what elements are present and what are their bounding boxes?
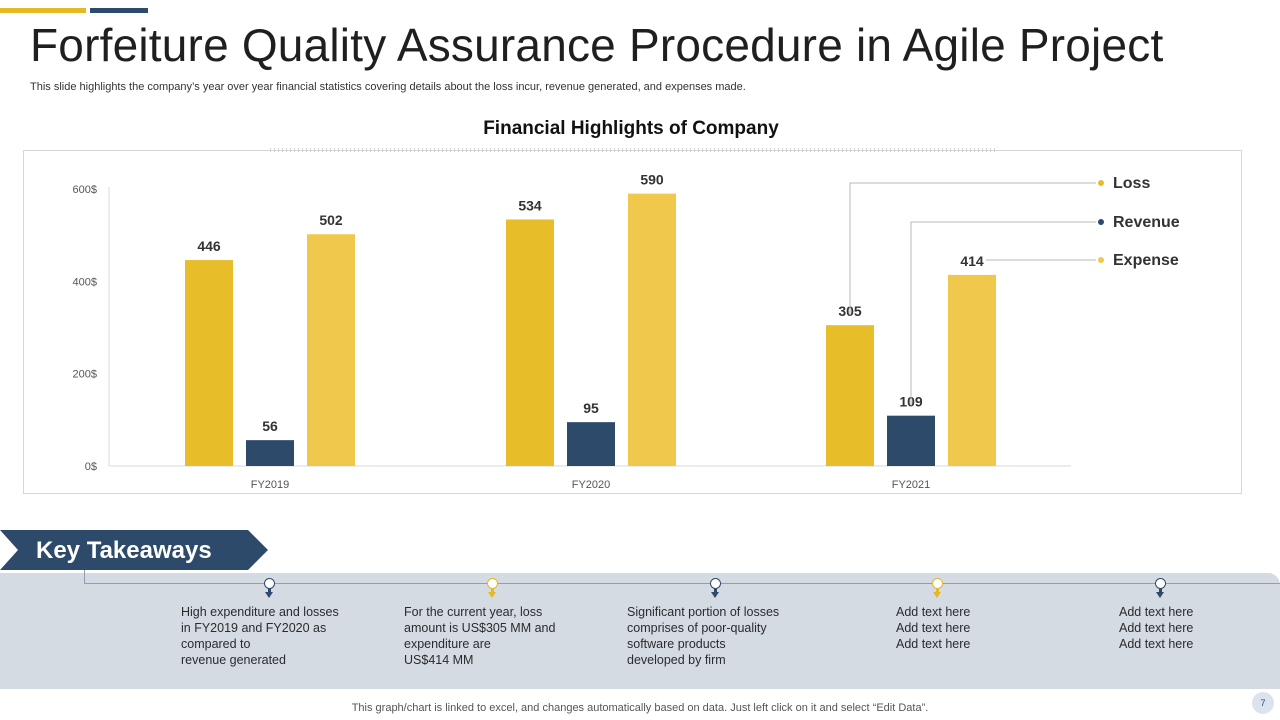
bar-loss-fy2020 bbox=[506, 219, 554, 466]
y-tick-label: 600$ bbox=[73, 184, 97, 196]
accent-bar-navy bbox=[90, 8, 148, 13]
footer-note: This graph/chart is linked to excel, and… bbox=[351, 702, 929, 714]
legend-marker-loss bbox=[1098, 180, 1104, 186]
data-label: 446 bbox=[197, 238, 221, 254]
takeaway-text: High expenditure and losses in FY2019 an… bbox=[181, 605, 339, 667]
page-subtitle: This slide highlights the company’s year… bbox=[30, 81, 746, 93]
data-label: 502 bbox=[319, 212, 343, 228]
x-tick-label: FY2021 bbox=[892, 479, 931, 491]
page-title: Forfeiture Quality Assurance Procedure i… bbox=[30, 19, 1164, 71]
data-label: 414 bbox=[960, 253, 984, 269]
legend-marker-expense bbox=[1098, 257, 1104, 263]
arrow-down-icon bbox=[488, 588, 496, 598]
bar-loss-fy2019 bbox=[185, 260, 233, 466]
data-label: 95 bbox=[583, 400, 599, 416]
bar-revenue-fy2019 bbox=[246, 440, 294, 466]
bar-expense-fy2020 bbox=[628, 193, 676, 466]
bar-loss-fy2021 bbox=[826, 325, 874, 466]
legend-leader-line bbox=[849, 182, 1096, 316]
takeaway-text: Significant portion of losses comprises … bbox=[627, 605, 780, 667]
takeaways-tab bbox=[0, 530, 268, 570]
data-label: 534 bbox=[518, 197, 542, 213]
legend-label-loss: Loss bbox=[1113, 175, 1150, 192]
arrow-down-icon bbox=[265, 588, 273, 598]
page-number: 7 bbox=[1252, 692, 1274, 714]
bar-chart[interactable]: 0$ 200$ 400$ 600$ 446 56 502 FY2019 534 95 590 FY20… bbox=[24, 151, 1243, 495]
takeaways-timeline-tick bbox=[84, 569, 85, 583]
x-tick-label: FY2019 bbox=[251, 479, 290, 491]
chart-title: Financial Highlights of Company bbox=[483, 118, 779, 139]
y-tick-label: 400$ bbox=[73, 276, 97, 288]
takeaways-timeline bbox=[84, 583, 1280, 584]
arrow-down-icon bbox=[1156, 588, 1164, 598]
data-label: 56 bbox=[262, 418, 278, 434]
takeaway-text: Add text here Add text here Add text her… bbox=[1119, 605, 1194, 651]
takeaway-text: Add text here Add text here Add text her… bbox=[896, 605, 971, 651]
bar-revenue-fy2020 bbox=[567, 422, 615, 466]
x-tick-label: FY2020 bbox=[572, 479, 611, 491]
data-label: 590 bbox=[640, 172, 664, 188]
legend-label-revenue: Revenue bbox=[1113, 214, 1180, 231]
arrow-down-icon bbox=[933, 588, 941, 598]
arrow-down-icon bbox=[711, 588, 719, 598]
legend-label-expense: Expense bbox=[1113, 252, 1179, 269]
legend-leader-line bbox=[910, 221, 1096, 406]
bar-expense-fy2021 bbox=[948, 274, 996, 466]
y-tick-label: 0$ bbox=[85, 461, 97, 473]
bar-expense-fy2019 bbox=[307, 234, 355, 466]
y-tick-label: 200$ bbox=[73, 369, 97, 381]
accent-bar-gold bbox=[0, 8, 86, 13]
bar-revenue-fy2021 bbox=[887, 415, 935, 466]
chart-frame[interactable]: 0$ 200$ 400$ 600$ 446 56 502 FY2019 534 95 590 FY20… bbox=[23, 150, 1242, 494]
takeaways-heading: Key Takeaways bbox=[36, 537, 212, 564]
takeaways-panel bbox=[0, 573, 1280, 689]
takeaway-text: For the current year, loss amount is US$… bbox=[404, 605, 556, 667]
legend-marker-revenue bbox=[1098, 219, 1104, 225]
